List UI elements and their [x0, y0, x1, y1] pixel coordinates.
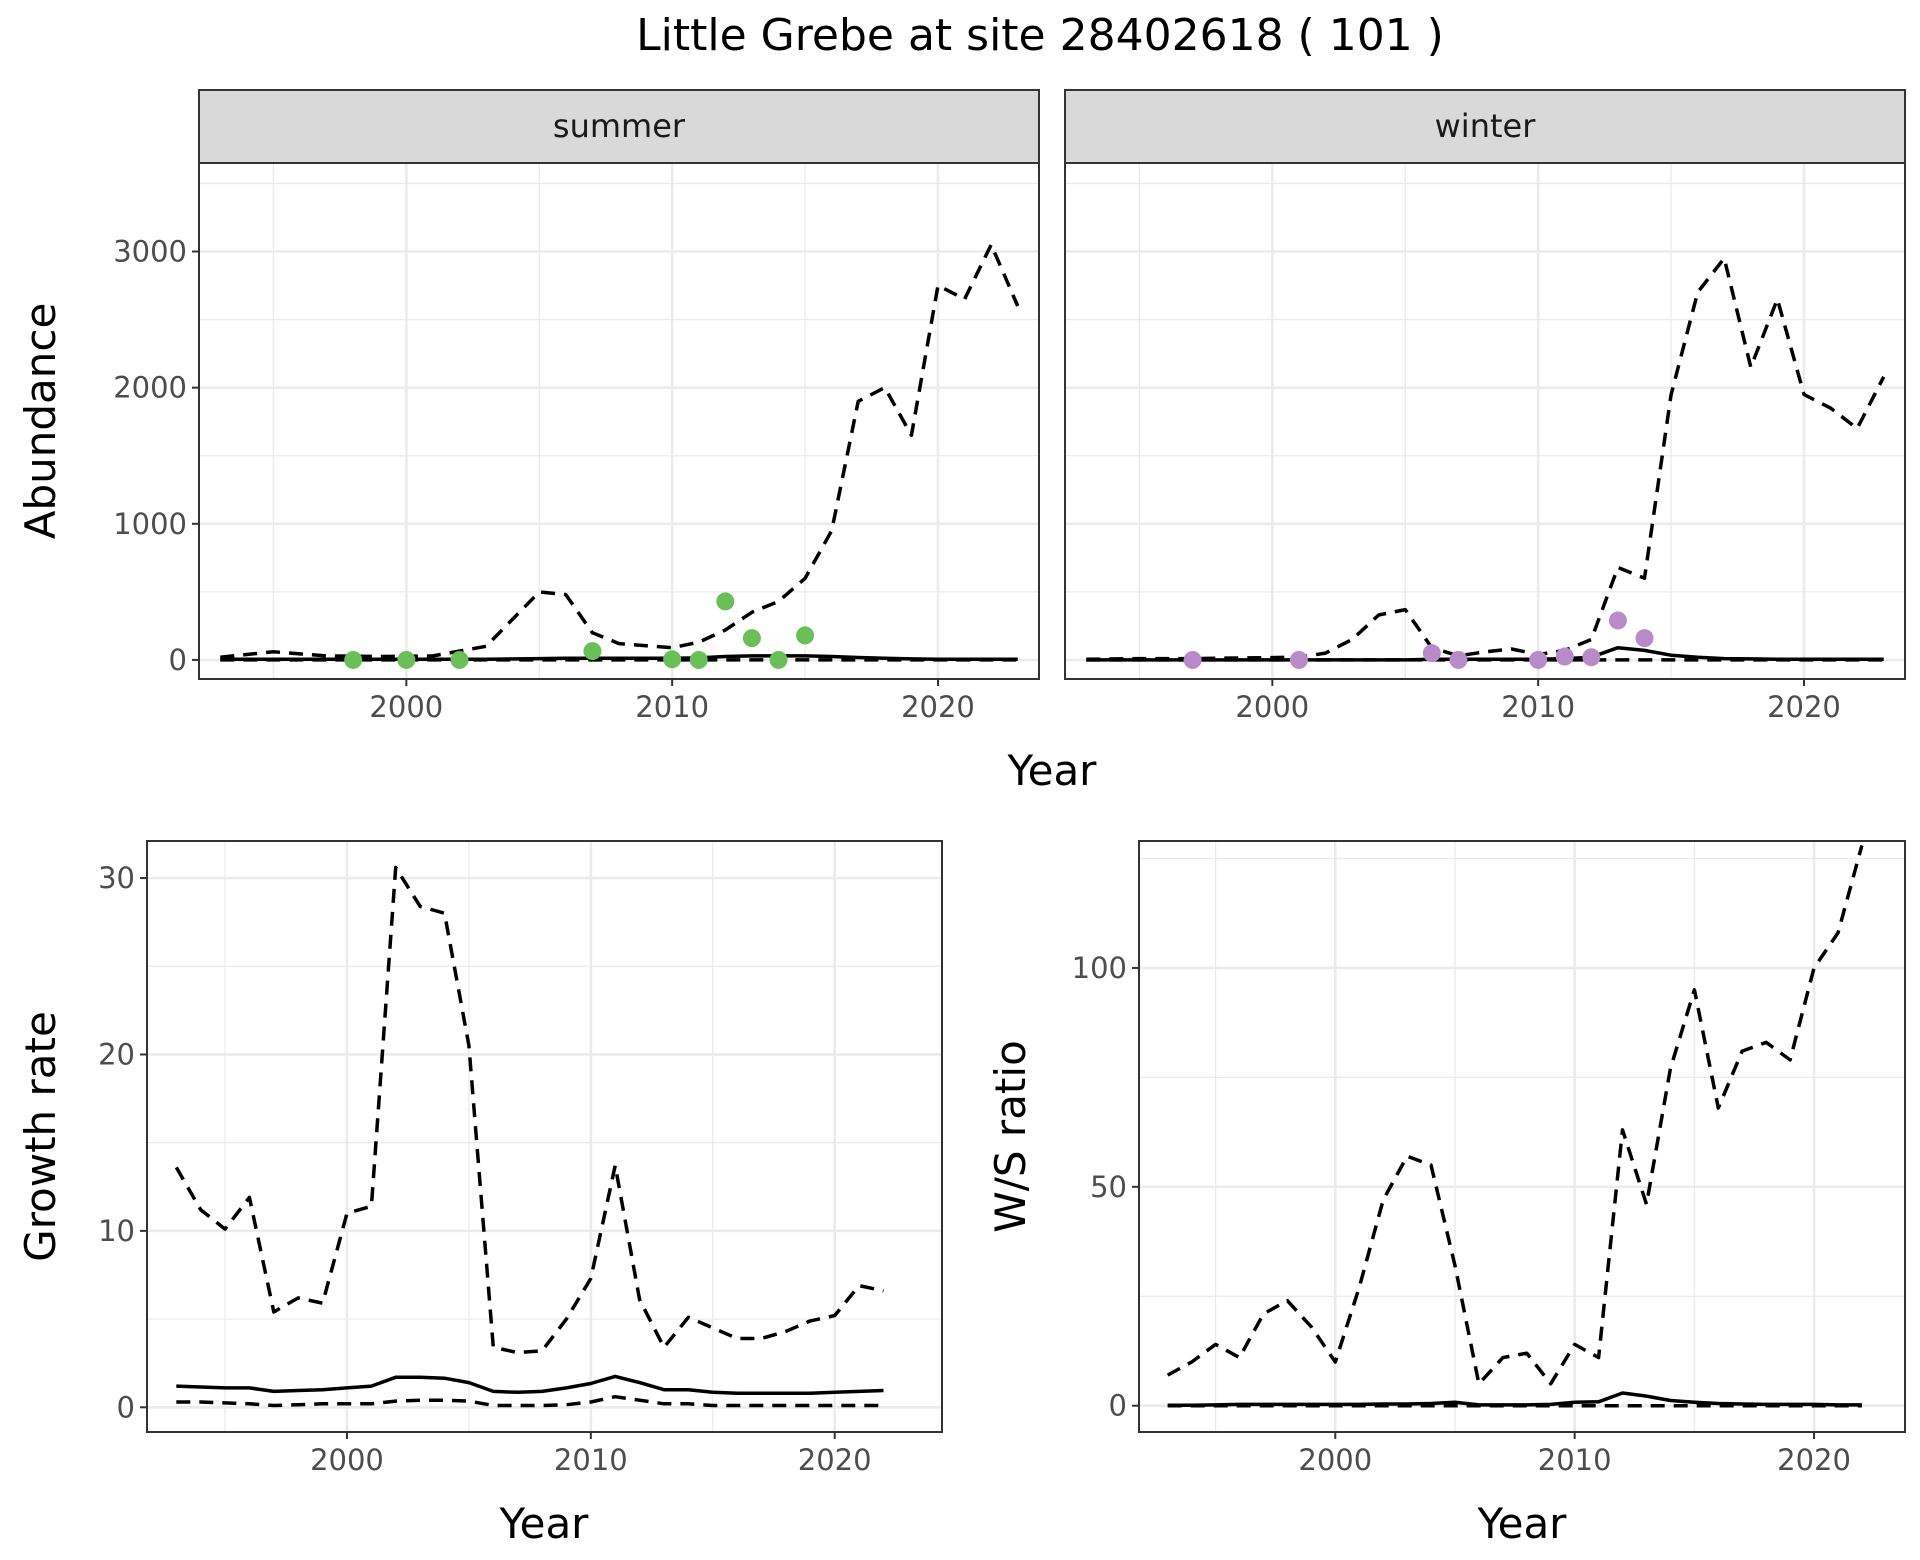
x-tick-label: 2020 [798, 1443, 872, 1477]
y-tick-label: 0 [117, 1390, 135, 1424]
data-point [1635, 629, 1654, 648]
data-point [1449, 650, 1468, 669]
ci-upper-line [174, 865, 884, 1355]
data-point [663, 650, 682, 669]
x-tick-label: 2010 [635, 690, 709, 724]
growth-rate-plot: 2000 2010 2020 0 10 20 30 Year Growth rate [16, 840, 943, 1548]
data-point [1582, 648, 1601, 667]
panel-border [1064, 162, 1906, 680]
ci-upper-line [1166, 844, 1864, 1386]
facet-summer: summer 2000 2010 2020 0 1000 2000 3000 [113, 89, 1040, 724]
data-point [689, 650, 708, 669]
data-point [1289, 650, 1308, 669]
y-axis-title: W/S ratio [986, 1040, 1035, 1233]
ci-upper-line [220, 242, 1020, 659]
facet-strip [1064, 89, 1906, 164]
data-point [397, 650, 416, 669]
estimate-line [1167, 1391, 1862, 1408]
y-tick-label: 20 [98, 1037, 135, 1071]
y-tick-label: 2000 [113, 371, 187, 405]
panel-border [146, 840, 943, 1433]
x-tick-label: 2000 [1235, 690, 1309, 724]
x-axis-title: Year [1007, 746, 1098, 795]
y-tick-label: 10 [98, 1214, 135, 1248]
y-axis-title: Growth rate [16, 1011, 65, 1262]
x-tick-label: 2000 [310, 1443, 384, 1477]
data-point [796, 626, 815, 645]
data-point [716, 592, 735, 611]
y-tick-label: 1000 [113, 507, 187, 541]
facet-strip-label: winter [1435, 107, 1537, 145]
facet-strip-label: summer [553, 107, 686, 145]
panel-border [198, 162, 1040, 680]
panel-border [1138, 840, 1906, 1433]
data-point [769, 650, 788, 669]
y-tick-label: 0 [169, 643, 187, 677]
x-tick-label: 2010 [554, 1443, 628, 1477]
y-tick-label: 50 [1090, 1170, 1127, 1204]
estimate-line [176, 1374, 884, 1395]
y-tick-label: 0 [1109, 1389, 1127, 1423]
data-point [450, 650, 469, 669]
ci-upper-line [1086, 256, 1886, 662]
facet-strip [198, 89, 1040, 164]
estimate-line [220, 654, 1018, 662]
y-tick-label: 30 [98, 861, 135, 895]
data-point [344, 650, 363, 669]
data-point [742, 629, 761, 648]
abundance-plot: summer 2000 2010 2020 0 1000 2000 3000 winter 200… [16, 89, 1906, 795]
x-axis-title: Year [499, 1499, 590, 1548]
y-tick-label: 3000 [113, 234, 187, 268]
ci-lower-line [176, 1394, 884, 1408]
x-tick-label: 2020 [1777, 1443, 1851, 1477]
x-tick-label: 2010 [1538, 1443, 1612, 1477]
data-point [1422, 644, 1441, 663]
x-tick-label: 2000 [1298, 1443, 1372, 1477]
x-tick-label: 2000 [369, 690, 443, 724]
x-tick-label: 2020 [901, 690, 975, 724]
y-tick-label: 100 [1072, 951, 1127, 985]
data-point [583, 642, 602, 661]
y-axis-title: Abundance [16, 303, 65, 540]
x-axis-title: Year [1477, 1499, 1568, 1548]
data-point [1555, 647, 1574, 666]
facet-winter: winter 2000 2010 2020 [1064, 89, 1906, 724]
data-point [1529, 650, 1548, 669]
x-tick-label: 2010 [1501, 690, 1575, 724]
data-point [1183, 650, 1202, 669]
chart-title: Little Grebe at site 28402618 ( 101 ) [636, 10, 1444, 61]
data-point [1608, 611, 1627, 630]
ws-ratio-plot: 2000 2010 2020 0 50 100 Year W/S ratio [986, 840, 1906, 1548]
x-tick-label: 2020 [1767, 690, 1841, 724]
